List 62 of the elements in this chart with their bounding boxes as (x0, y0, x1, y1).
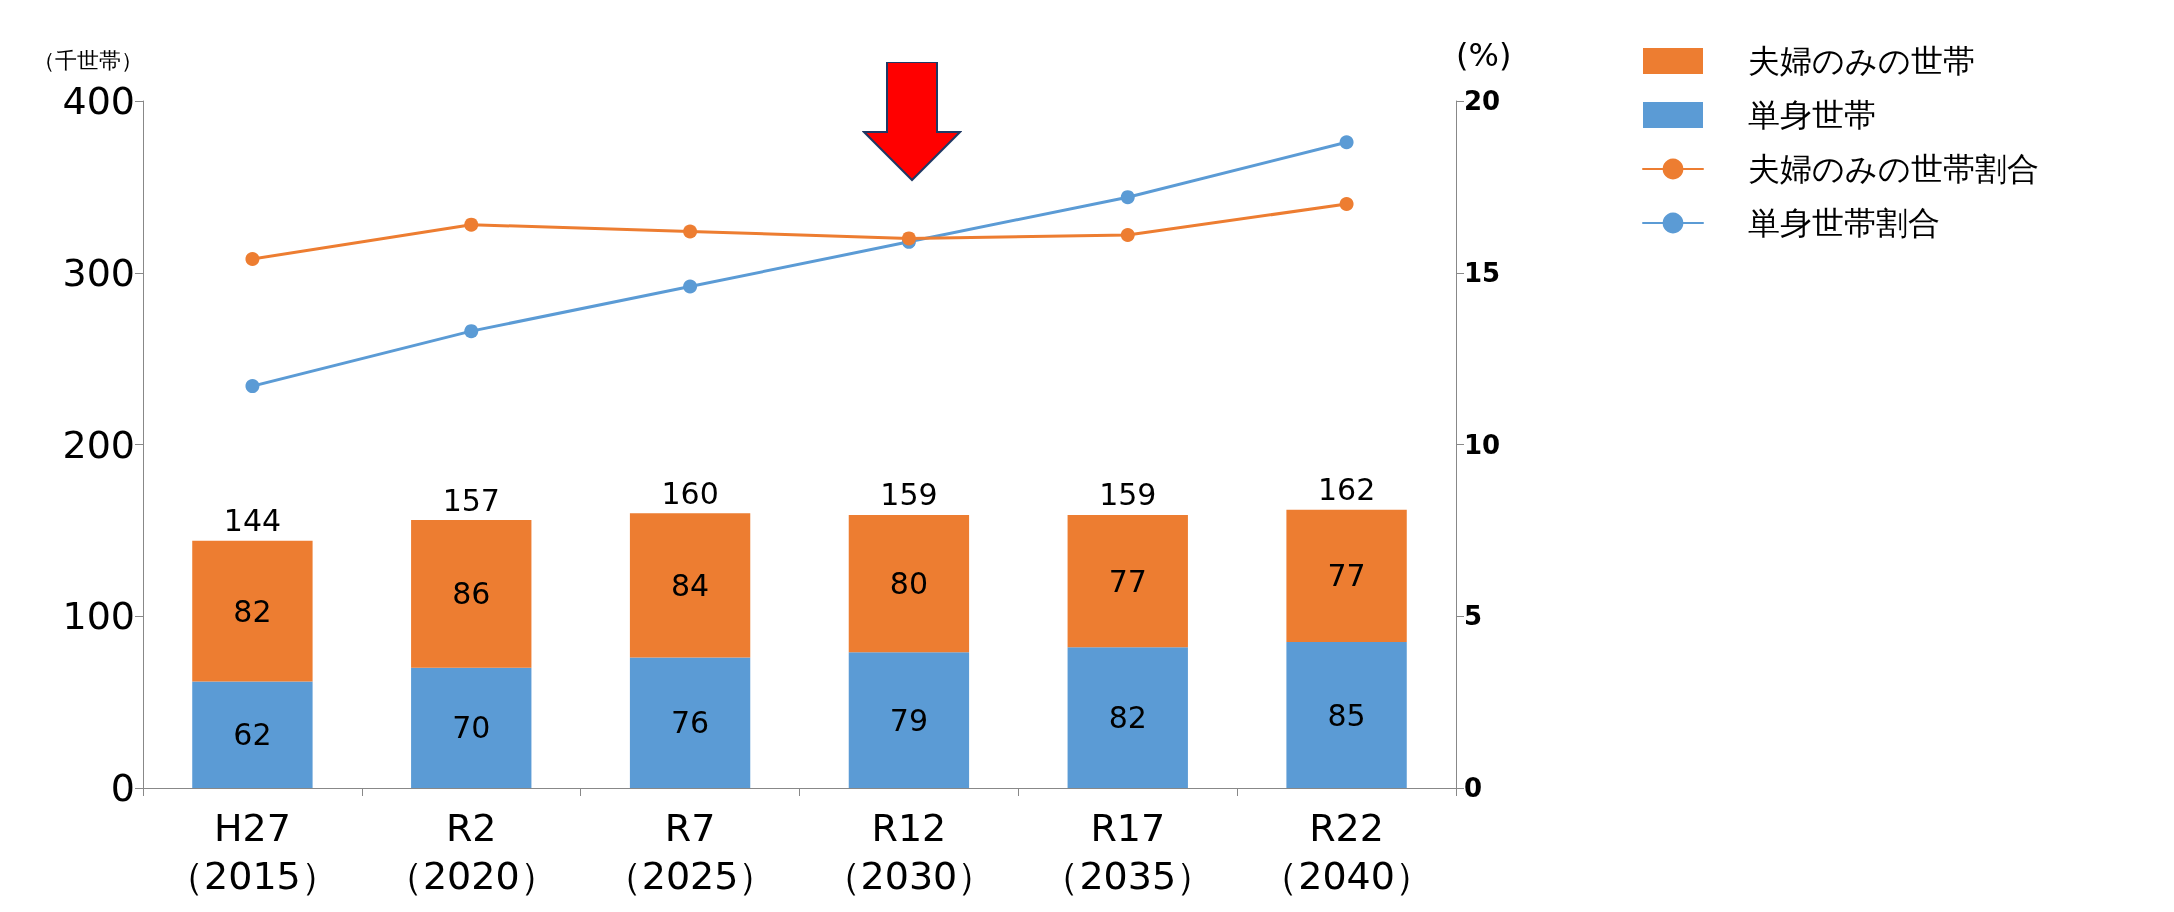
point (1120, 227, 1135, 242)
y2-tick-label: 10 (1464, 429, 1501, 460)
y2-tick-label: 5 (1464, 601, 1483, 632)
data-label: 70 (452, 710, 491, 746)
point (464, 324, 479, 339)
point (245, 379, 260, 394)
legend-label: 単身世帯 (1748, 96, 1876, 134)
x-tick-label: R17 （2035） (1041, 806, 1215, 898)
y-axis-title: （千世帯） (33, 47, 143, 73)
data-label: 76 (670, 705, 710, 741)
bar (848, 514, 970, 653)
bar (1286, 642, 1407, 788)
x-tick-label: H27 （2015） (166, 806, 339, 898)
total-label: 159 (880, 477, 938, 513)
legend-label: 夫婦のみの世帯割合 (1748, 150, 2039, 188)
y-tick-label: 0 (110, 766, 135, 810)
total-label: 160 (661, 475, 719, 511)
total-label: 144 (223, 503, 282, 539)
y2-tick-label: 0 (1464, 773, 1483, 803)
y2-axis-title: (%) (1456, 36, 1512, 74)
point (464, 217, 479, 232)
bar (848, 652, 970, 788)
data-label: 86 (452, 576, 491, 612)
x-tick-label: R7 （2025） (603, 806, 777, 898)
point (683, 224, 698, 239)
x-tick-label: R22 （2040） (1260, 806, 1433, 898)
y-tick-label: 100 (62, 594, 135, 639)
y2-tick-label: 15 (1464, 257, 1501, 288)
legend-label: 単身世帯割合 (1748, 204, 1940, 242)
point (245, 252, 260, 267)
data-label: 77 (1327, 558, 1366, 594)
total-label: 162 (1317, 472, 1376, 508)
point (1339, 197, 1354, 212)
bar (1286, 509, 1407, 643)
y-tick-label: 300 (62, 250, 135, 295)
data-label: 80 (889, 566, 929, 602)
bar (629, 513, 751, 658)
data-label: 85 (1327, 697, 1366, 733)
y2-tick-label: 20 (1464, 86, 1501, 116)
point (1339, 135, 1354, 150)
total-label: 159 (1099, 477, 1157, 513)
data-label: 82 (1108, 700, 1147, 736)
bar (411, 520, 532, 668)
bar (1067, 647, 1188, 788)
point (1120, 190, 1135, 205)
total-label: 157 (442, 482, 500, 518)
bar (411, 667, 532, 788)
data-label: 82 (233, 593, 272, 629)
data-label: 77 (1108, 563, 1147, 599)
y-tick-label: 400 (62, 79, 135, 123)
bar (192, 540, 313, 682)
legend-label: 夫婦のみの世帯 (1748, 42, 1975, 80)
x-tick-label: R2 （2020） (384, 806, 558, 898)
point (683, 279, 698, 294)
bar (192, 681, 313, 788)
x-tick-label: R12 （2030） (822, 806, 996, 898)
y-tick-label: 200 (62, 422, 135, 467)
bar (1067, 514, 1188, 648)
data-label: 79 (889, 702, 929, 738)
data-label: 84 (670, 567, 710, 603)
bar (629, 657, 751, 788)
data-label: 62 (233, 717, 272, 753)
